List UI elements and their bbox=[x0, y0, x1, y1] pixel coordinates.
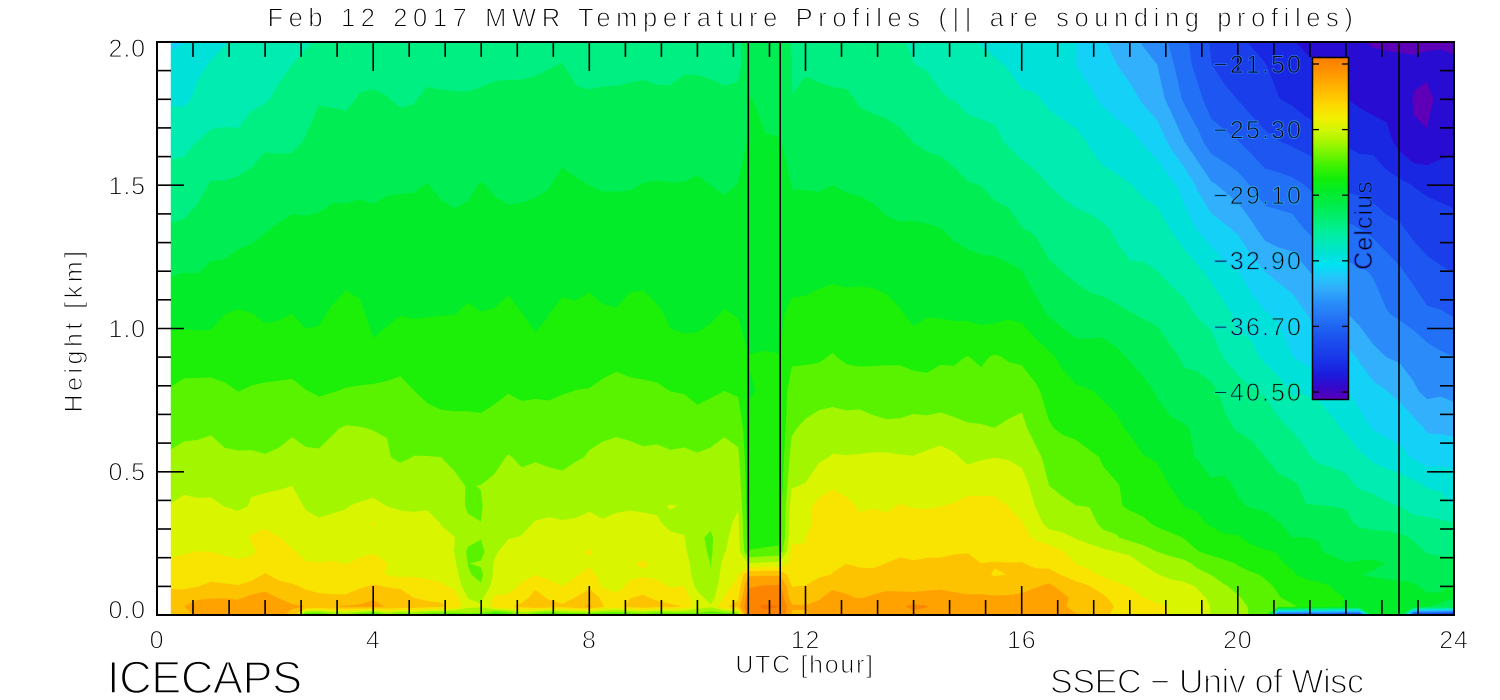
svg-text:−25.30: −25.30 bbox=[1213, 117, 1303, 145]
svg-text:−21.50: −21.50 bbox=[1213, 51, 1303, 79]
svg-text:0.5: 0.5 bbox=[109, 459, 146, 487]
svg-text:1.5: 1.5 bbox=[109, 173, 146, 201]
svg-text:−40.50: −40.50 bbox=[1213, 379, 1303, 407]
svg-text:1.0: 1.0 bbox=[109, 315, 146, 343]
svg-text:24: 24 bbox=[1439, 627, 1468, 655]
svg-text:4: 4 bbox=[366, 627, 381, 655]
svg-text:2.0: 2.0 bbox=[109, 35, 146, 63]
svg-text:0: 0 bbox=[150, 627, 165, 655]
svg-text:16: 16 bbox=[1007, 627, 1036, 655]
svg-text:ICECAPS: ICECAPS bbox=[107, 652, 302, 700]
svg-text:−29.10: −29.10 bbox=[1213, 182, 1303, 210]
svg-text:Celcius: Celcius bbox=[1350, 180, 1378, 270]
svg-text:12: 12 bbox=[791, 627, 820, 655]
svg-text:−32.90: −32.90 bbox=[1213, 248, 1303, 276]
svg-text:Feb 12 2017 MWR Temperature Pr: Feb 12 2017 MWR Temperature Profiles (||… bbox=[267, 5, 1358, 33]
svg-text:20: 20 bbox=[1223, 627, 1252, 655]
svg-text:SSEC − Univ of Wisc: SSEC − Univ of Wisc bbox=[1050, 663, 1364, 700]
svg-text:8: 8 bbox=[582, 627, 597, 655]
svg-text:UTC [hour]: UTC [hour] bbox=[735, 651, 874, 679]
svg-text:−36.70: −36.70 bbox=[1213, 313, 1303, 341]
svg-text:0.0: 0.0 bbox=[109, 597, 146, 625]
svg-text:Height [km]: Height [km] bbox=[60, 248, 88, 413]
